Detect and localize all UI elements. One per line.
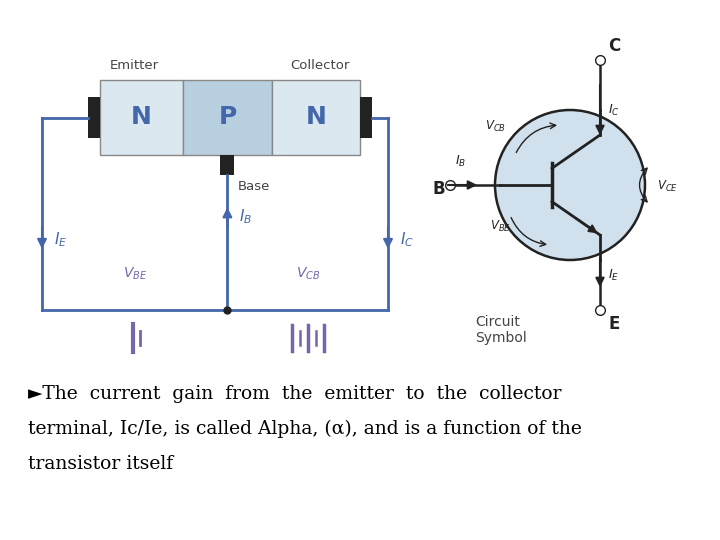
Text: N: N — [305, 105, 326, 130]
Bar — [183, 80, 271, 155]
Text: B: B — [432, 180, 445, 198]
Text: $I_C$: $I_C$ — [400, 231, 414, 249]
Bar — [360, 97, 372, 138]
Text: $V_{BE}$: $V_{BE}$ — [490, 219, 511, 234]
Text: ►The  current  gain  from  the  emitter  to  the  collector: ►The current gain from the emitter to th… — [28, 385, 562, 403]
Text: terminal, Ic/Ie, is called Alpha, (α), and is a function of the: terminal, Ic/Ie, is called Alpha, (α), a… — [28, 420, 582, 438]
Text: Collector: Collector — [291, 59, 350, 72]
Text: P: P — [218, 105, 237, 130]
Text: Circuit
Symbol: Circuit Symbol — [475, 315, 527, 345]
Bar — [220, 155, 235, 175]
Text: $I_B$: $I_B$ — [239, 207, 253, 226]
Text: $V_{CB}$: $V_{CB}$ — [295, 266, 320, 282]
Text: C: C — [608, 37, 620, 55]
Bar — [88, 97, 100, 138]
Text: $I_E$: $I_E$ — [608, 267, 619, 282]
Text: N: N — [131, 105, 152, 130]
Text: E: E — [608, 315, 619, 333]
Text: $I_B$: $I_B$ — [455, 154, 466, 169]
Bar — [271, 80, 360, 155]
Text: $I_C$: $I_C$ — [608, 103, 620, 118]
Text: $V_{CE}$: $V_{CE}$ — [657, 179, 678, 194]
Text: $V_{CB}$: $V_{CB}$ — [485, 119, 506, 134]
Text: $I_E$: $I_E$ — [54, 231, 67, 249]
Circle shape — [495, 110, 645, 260]
Text: transistor itself: transistor itself — [28, 455, 173, 473]
Text: $V_{BE}$: $V_{BE}$ — [122, 266, 147, 282]
Text: Base: Base — [238, 180, 270, 193]
Text: Emitter: Emitter — [110, 59, 159, 72]
Bar — [100, 80, 183, 155]
